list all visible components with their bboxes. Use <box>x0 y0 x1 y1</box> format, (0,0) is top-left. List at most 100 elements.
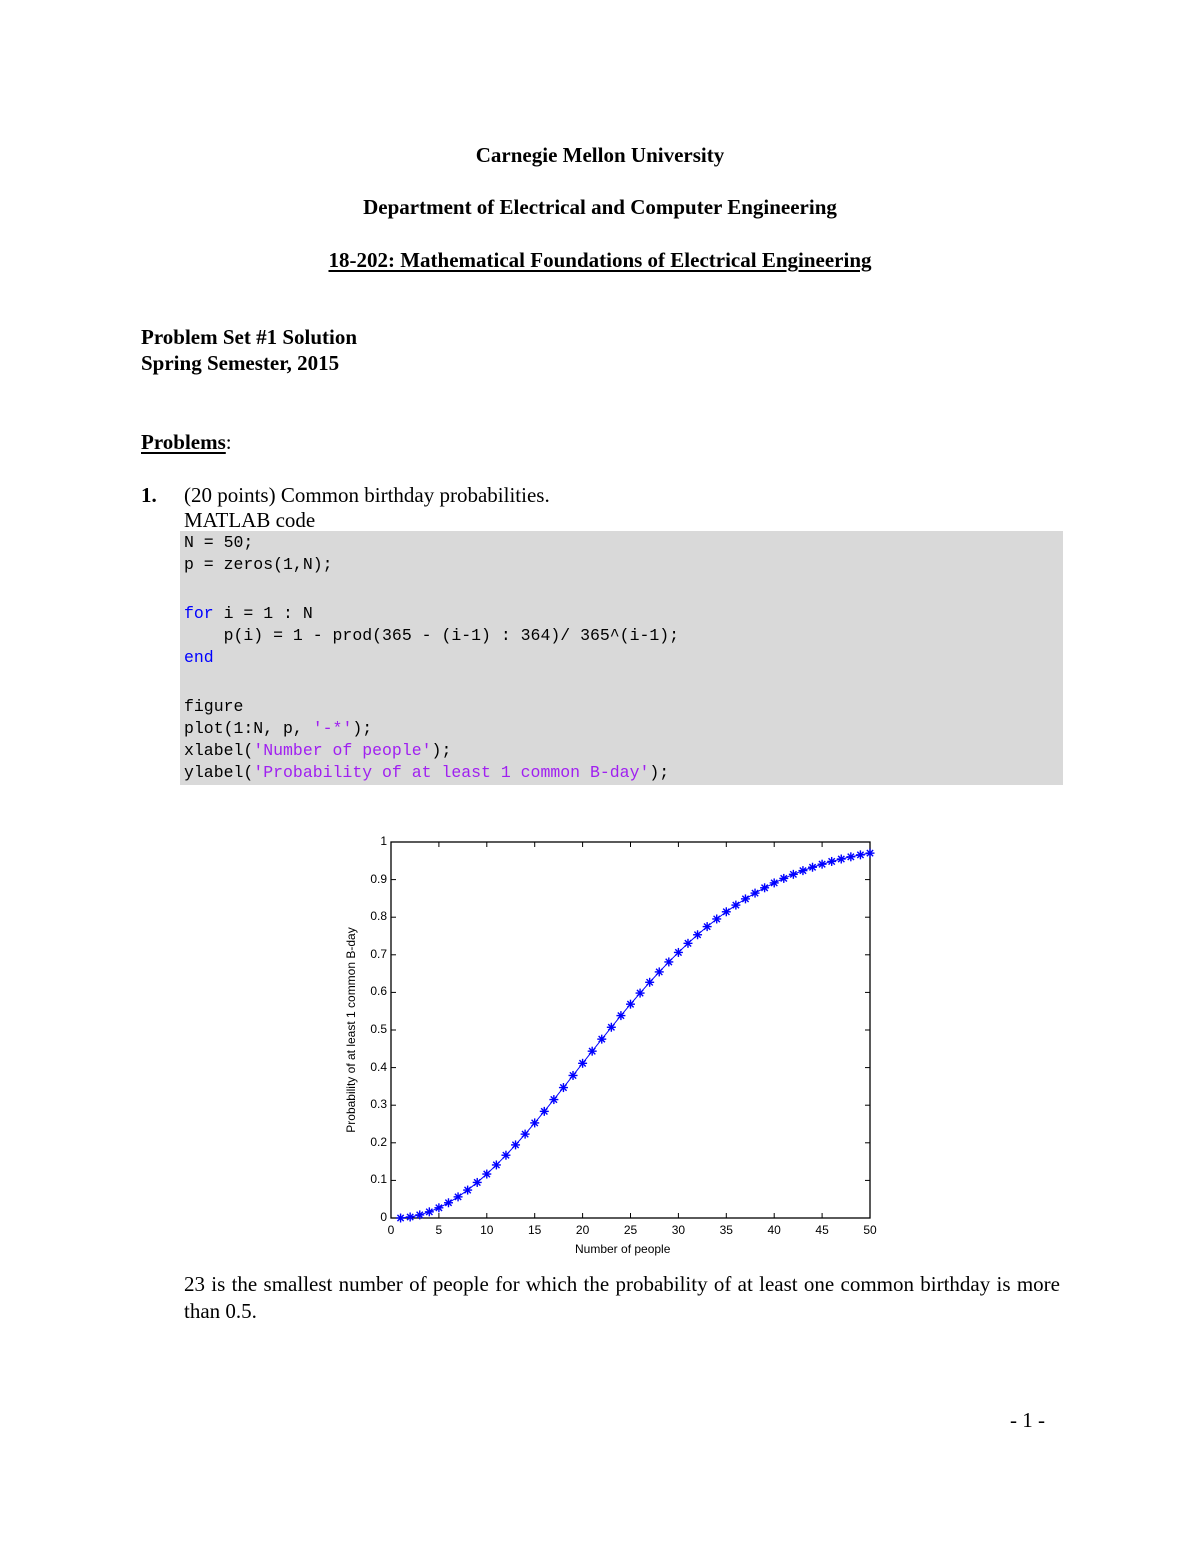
asterisk-marker-icon <box>760 883 770 893</box>
asterisk-marker-icon <box>453 1192 463 1202</box>
asterisk-marker-icon <box>865 848 875 858</box>
code-line-2: p = zeros(1,N); <box>184 555 333 574</box>
course-title: 18-202: Mathematical Foundations of Elec… <box>0 248 1200 273</box>
department-name: Department of Electrical and Computer En… <box>363 195 837 219</box>
code-text: ); <box>431 741 452 760</box>
x-tick-label: 40 <box>767 1223 781 1237</box>
plot-axes-box <box>390 841 871 1219</box>
asterisk-marker-icon <box>463 1185 473 1195</box>
asterisk-marker-icon <box>587 1046 597 1056</box>
asterisk-marker-icon <box>788 869 798 879</box>
asterisk-marker-icon <box>568 1070 578 1080</box>
asterisk-marker-icon <box>712 914 722 924</box>
asterisk-marker-icon <box>645 977 655 987</box>
y-tick-label: 0.8 <box>370 909 387 924</box>
code-line-9: plot(1:N, p, '-*'); <box>184 719 372 738</box>
page-number: - 1 - <box>1010 1408 1045 1432</box>
asterisk-marker-icon <box>855 850 865 860</box>
problem-description: (20 points) Common birthday probabilitie… <box>184 483 550 507</box>
asterisk-marker-icon <box>750 888 760 898</box>
semester: Spring Semester, 2015 <box>141 351 340 375</box>
asterisk-marker-icon <box>520 1129 530 1139</box>
asterisk-marker-icon <box>405 1212 415 1222</box>
code-line-4-rest: i = 1 : N <box>213 604 313 623</box>
asterisk-marker-icon <box>693 930 703 940</box>
asterisk-marker-icon <box>808 862 818 872</box>
asterisk-marker-icon <box>740 894 750 904</box>
problems-heading-colon: : <box>225 430 232 454</box>
asterisk-marker-icon <box>616 1011 626 1021</box>
code-text: plot(1:N, p, <box>184 719 313 738</box>
code-keyword-for: for <box>184 604 214 623</box>
code-text: xlabel( <box>184 741 254 760</box>
asterisk-marker-icon <box>827 856 837 866</box>
series-markers <box>396 848 875 1223</box>
asterisk-marker-icon <box>549 1095 559 1105</box>
y-tick-label: 1 <box>380 834 387 848</box>
series-line <box>400 852 871 1219</box>
asterisk-marker-icon <box>415 1210 425 1220</box>
code-line-1: N = 50; <box>184 533 254 552</box>
code-line-5: p(i) = 1 - prod(365 - (i-1) : 364)/ 365^… <box>184 626 680 645</box>
asterisk-marker-icon <box>654 967 664 977</box>
asterisk-marker-icon <box>664 957 674 967</box>
asterisk-marker-icon <box>501 1150 511 1160</box>
y-tick-label: 0.5 <box>370 1022 387 1036</box>
code-label: MATLAB code <box>184 508 316 532</box>
asterisk-marker-icon <box>769 878 779 888</box>
asterisk-marker-icon <box>597 1034 607 1044</box>
y-tick-label: 0.6 <box>370 984 387 999</box>
y-tick-label: 0.1 <box>370 1172 387 1187</box>
asterisk-marker-icon <box>817 859 827 869</box>
asterisk-marker-icon <box>635 988 645 998</box>
y-tick-label: 0.2 <box>370 1134 387 1149</box>
axis-ticks <box>390 841 871 1219</box>
code-string: '-*' <box>312 719 353 738</box>
asterisk-marker-icon <box>606 1022 616 1032</box>
y-tick-label: 0.7 <box>370 946 387 961</box>
asterisk-marker-icon <box>482 1169 492 1179</box>
asterisk-marker-icon <box>530 1118 540 1128</box>
university-name: Carnegie Mellon University <box>475 143 725 167</box>
x-tick-label: 15 <box>528 1223 542 1237</box>
asterisk-marker-icon <box>702 922 712 932</box>
asterisk-marker-icon <box>511 1140 521 1150</box>
x-axis-title: Number of people <box>575 1242 671 1256</box>
asterisk-marker-icon <box>779 873 789 883</box>
x-tick-label: 10 <box>480 1223 494 1237</box>
asterisk-marker-icon <box>731 900 741 910</box>
x-tick-label: 25 <box>623 1223 638 1237</box>
problem-set-title: Problem Set #1 Solution <box>141 325 358 349</box>
x-tick-label: 30 <box>671 1223 686 1237</box>
asterisk-marker-icon <box>578 1058 588 1068</box>
asterisk-marker-icon <box>626 999 635 1009</box>
asterisk-marker-icon <box>472 1177 482 1187</box>
code-line-10: xlabel('Number of people'); <box>184 741 451 760</box>
code-string: 'Probability of at least 1 common B-day' <box>253 763 650 782</box>
y-tick-label: 0 <box>380 1210 387 1224</box>
code-line-11: ylabel('Probability of at least 1 common… <box>184 763 669 782</box>
problems-heading: Problems: <box>141 430 232 455</box>
asterisk-marker-icon <box>558 1083 568 1093</box>
code-block <box>180 531 1063 785</box>
x-tick-label: 50 <box>863 1223 877 1237</box>
asterisk-marker-icon <box>683 938 693 948</box>
code-text: ylabel( <box>184 763 254 782</box>
code-line-6: end <box>184 648 214 667</box>
asterisk-marker-icon <box>424 1207 434 1217</box>
asterisk-marker-icon <box>673 947 683 957</box>
x-tick-label: 0 <box>387 1223 395 1237</box>
problem-number: 1. <box>141 483 157 507</box>
asterisk-marker-icon <box>836 854 846 864</box>
code-line-8: figure <box>184 697 244 716</box>
y-tick-label: 0.3 <box>370 1097 387 1112</box>
asterisk-marker-icon <box>434 1203 444 1213</box>
asterisk-marker-icon <box>491 1160 501 1170</box>
x-tick-label: 45 <box>815 1223 829 1237</box>
code-text: ); <box>352 719 373 738</box>
y-tick-label: 0.4 <box>370 1059 387 1074</box>
problems-heading-text: Problems <box>141 430 226 454</box>
y-axis-title: Probability of at least 1 common B-day <box>344 927 358 1133</box>
code-line-4: for i = 1 : N <box>184 604 313 623</box>
x-tick-label: 5 <box>435 1223 443 1237</box>
